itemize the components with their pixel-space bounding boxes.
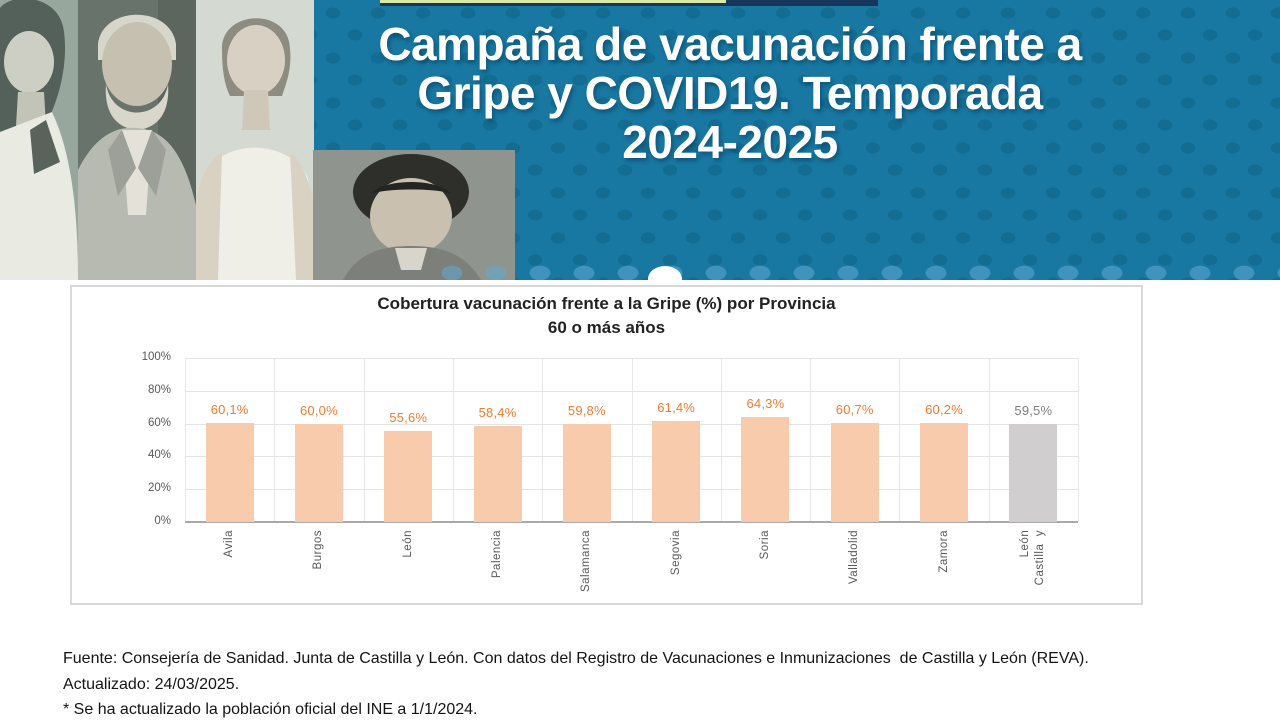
x-label-wrap: Valladolid: [810, 530, 899, 584]
vertical-gridline: [274, 358, 276, 522]
x-label-wrap: Salamanca: [542, 530, 631, 592]
photo-adult-woman: [0, 0, 78, 280]
bar-province: [473, 426, 522, 522]
x-label-wrap: León: [364, 530, 453, 558]
vertical-gridline: [631, 358, 633, 522]
footer-updated: Actualizado: 24/03/2025.: [63, 675, 240, 693]
bar-province: [294, 423, 343, 522]
campaign-title: Campaña de vacunación frente a Gripe y C…: [300, 20, 1160, 167]
horizontal-gridline: [185, 456, 1078, 458]
value-label: 55,6%: [389, 409, 428, 425]
campaign-title-line-2: Gripe y COVID19. Temporada: [417, 67, 1043, 119]
vertical-gridline: [1078, 358, 1079, 522]
child-boy-silhouette: [313, 150, 515, 280]
header-banner: Campaña de vacunación frente a Gripe y C…: [0, 0, 1280, 292]
value-label: 64,3%: [746, 395, 785, 411]
young-woman-silhouette: [196, 0, 314, 280]
x-label: Zamora: [937, 530, 950, 573]
decorative-dots-row: [430, 260, 1280, 280]
x-label-wrap: Ávila: [185, 530, 274, 557]
footer-source: Fuente: Consejería de Sanidad. Junta de …: [63, 650, 1089, 667]
value-label: 60,2%: [925, 402, 963, 418]
y-tick-label: 80%: [147, 383, 171, 396]
x-label-wrap: Segovia: [632, 530, 721, 575]
x-label: Soria: [758, 530, 771, 560]
campaign-title-line-1: Campaña de vacunación frente a: [378, 18, 1082, 70]
bar-province: [920, 423, 968, 522]
photo-older-man: [78, 0, 196, 280]
x-label: Palencia: [491, 530, 504, 579]
x-label-wrap: Burgos: [274, 530, 363, 569]
value-label: 61,4%: [657, 400, 696, 416]
y-axis-labels: 0% 20% 40% 60% 80% 100%: [102, 351, 178, 527]
horizontal-gridline: [185, 489, 1078, 491]
vertical-gridline: [720, 358, 722, 522]
value-label: 58,4%: [478, 405, 517, 421]
plot-area: 60,1% Ávila 60,0% Burgos 55,6% León 58,4% Palen…: [185, 358, 1079, 592]
x-label: Burgos: [312, 530, 325, 570]
value-label: 59,8%: [567, 402, 606, 418]
value-label: 59,5%: [1014, 403, 1053, 419]
footer-population-note: * Se ha actualizado la población oficial…: [63, 701, 478, 718]
bar-total: [1009, 424, 1058, 522]
x-axis-line: [185, 521, 1078, 523]
adult-woman-silhouette: [0, 0, 78, 280]
chart-subtitle: 60 o más años: [547, 318, 666, 337]
x-label-wrap: Castilla y León: [989, 530, 1078, 585]
y-tick-label: 0%: [154, 515, 171, 527]
value-label: 60,0%: [300, 402, 338, 418]
x-label-wrap: Soria: [721, 530, 810, 559]
x-label: Ávila: [223, 530, 236, 558]
x-label-wrap: Zamora: [899, 530, 988, 573]
value-label: 60,1%: [210, 402, 249, 418]
x-label: Castilla y León: [1019, 530, 1047, 586]
x-label: León: [401, 530, 414, 558]
vertical-gridline: [988, 358, 990, 522]
bar-province: [741, 416, 790, 522]
vertical-gridline: [452, 358, 454, 522]
bar-province: [830, 422, 879, 522]
y-tick-label: 100%: [141, 351, 171, 363]
y-tick-label: 40%: [147, 449, 171, 462]
vertical-gridline: [542, 358, 544, 522]
x-label-wrap: Palencia: [453, 530, 542, 578]
horizontal-gridline: [185, 423, 1078, 425]
bar-province: [652, 421, 701, 522]
vertical-gridline: [810, 358, 812, 522]
bar-province: [205, 423, 254, 522]
y-tick-label: 60%: [147, 416, 171, 429]
campaign-title-line-3: 2024-2025: [622, 116, 838, 168]
chart-card: Cobertura vacunación frente a la Gripe (…: [70, 285, 1143, 605]
vertical-gridline: [363, 358, 365, 522]
older-man-silhouette: [78, 0, 196, 280]
x-label: Salamanca: [580, 530, 593, 593]
horizontal-gridline: [185, 390, 1078, 392]
horizontal-gridline: [185, 358, 1078, 359]
top-accent-green-line: [380, 0, 726, 3]
photo-child-boy: [313, 150, 515, 280]
vertical-gridline: [185, 358, 186, 522]
top-accent-navy-bar: [380, 0, 878, 6]
photo-young-woman: [196, 0, 314, 280]
vertical-gridline: [899, 358, 901, 522]
footer-notes: Fuente: Consejería de Sanidad. Junta de …: [63, 646, 1233, 723]
x-label: Valladolid: [848, 530, 861, 585]
bar-province: [562, 423, 611, 522]
chart-title: Cobertura vacunación frente a la Gripe (…: [377, 294, 836, 313]
bar-province: [384, 430, 433, 522]
x-label: Segovia: [669, 530, 682, 576]
y-tick-label: 20%: [147, 482, 171, 495]
value-label: 60,7%: [835, 401, 874, 417]
